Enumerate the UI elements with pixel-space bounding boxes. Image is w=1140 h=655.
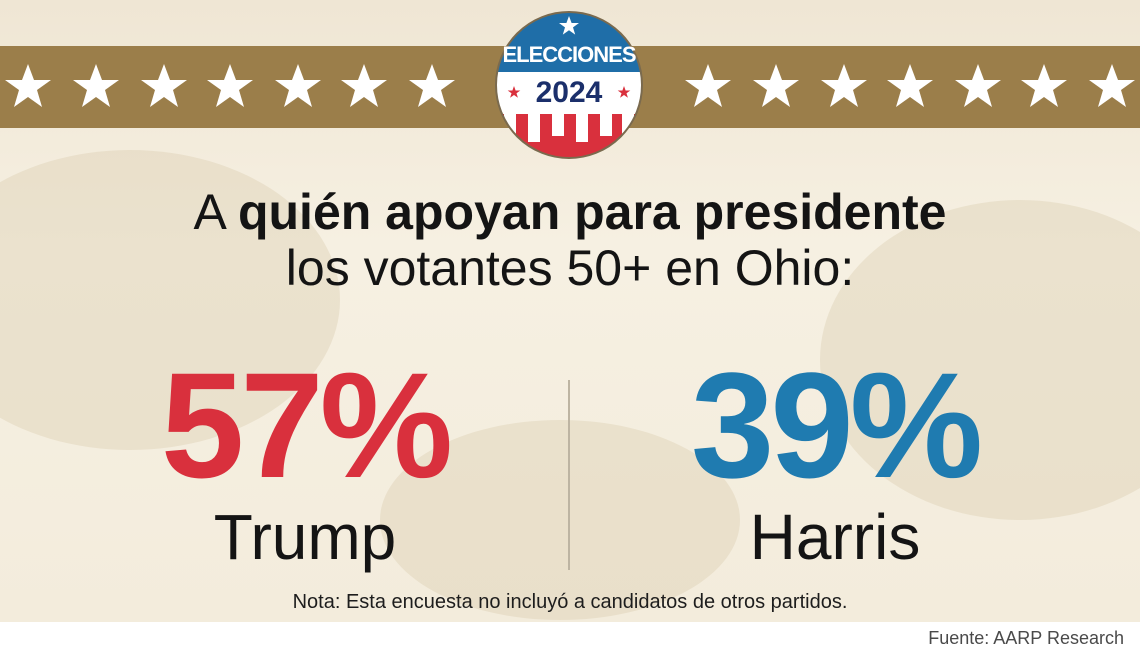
infographic-panel: ELECCIONES 2024 A quién apoyan para pres… (0, 0, 1140, 622)
headline: A quién apoyan para presidente los votan… (0, 184, 1140, 296)
star-icon (207, 64, 253, 107)
trump-name: Trump (213, 501, 397, 573)
star-icon (341, 64, 387, 107)
star-icon (141, 64, 187, 107)
badge-year: 2024 (536, 76, 603, 109)
star-icon (507, 86, 521, 98)
source-credit: Fuente: AARP Research (928, 628, 1124, 648)
star-icon (275, 64, 321, 107)
result-harris: 39% Harris (605, 350, 1065, 571)
star-icon (1021, 64, 1067, 107)
background-shade (820, 200, 1140, 520)
harris-percent: 39% (690, 341, 983, 509)
headline-prefix: A (193, 184, 238, 240)
star-icon (821, 64, 867, 107)
background-shade (0, 150, 340, 450)
star-icon (559, 16, 579, 35)
star-icon (1089, 64, 1135, 107)
background-shade (380, 420, 740, 620)
star-icon (955, 64, 1001, 107)
star-icon (753, 64, 799, 107)
result-trump: 57% Trump (75, 350, 535, 571)
star-icon (5, 64, 51, 107)
headline-bold: quién apoyan para presidente (237, 184, 947, 240)
divider (568, 380, 570, 570)
elecciones-2024-badge: ELECCIONES 2024 (495, 11, 643, 159)
star-icon (685, 64, 731, 107)
trump-percent: 57% (160, 341, 453, 509)
headline-line-1: A quién apoyan para presidente (0, 184, 1140, 240)
harris-name: Harris (749, 501, 921, 573)
badge-title: ELECCIONES (502, 42, 635, 67)
star-icon (617, 86, 631, 98)
headline-line-2: los votantes 50+ en Ohio: (285, 240, 855, 296)
note: Nota: Esta encuesta no incluyó a candida… (292, 591, 848, 613)
star-icon (73, 64, 119, 107)
star-icon (887, 64, 933, 107)
star-icon (409, 64, 455, 107)
